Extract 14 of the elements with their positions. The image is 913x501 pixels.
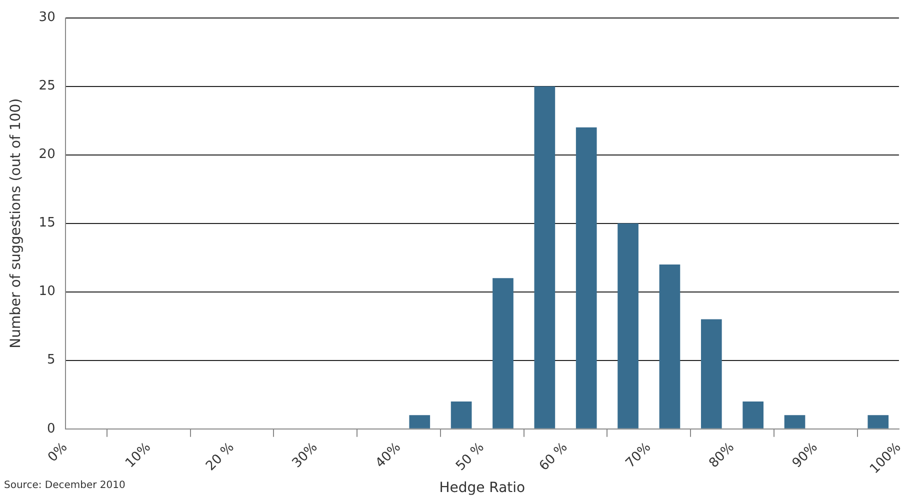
y-tick-label: 5: [47, 352, 56, 368]
source-note: Source: December 2010: [4, 480, 126, 491]
y-tick-label: 0: [47, 421, 56, 436]
y-tick-label: 25: [38, 78, 56, 94]
x-tick-label: 60 %: [536, 440, 571, 474]
y-tick-label: 15: [38, 216, 56, 231]
y-tick-label: 10: [38, 284, 56, 300]
y-tick-label: 20: [38, 147, 56, 162]
x-tick-label: 50 %: [453, 440, 488, 474]
x-axis-title: Hedge Ratio: [439, 480, 526, 496]
x-tick-label: 20 %: [203, 440, 238, 474]
y-axis-title: Number of suggestions (out of 100): [8, 98, 24, 348]
y-tick-label: 30: [38, 10, 56, 26]
x-tick-label: 0%: [45, 440, 71, 466]
